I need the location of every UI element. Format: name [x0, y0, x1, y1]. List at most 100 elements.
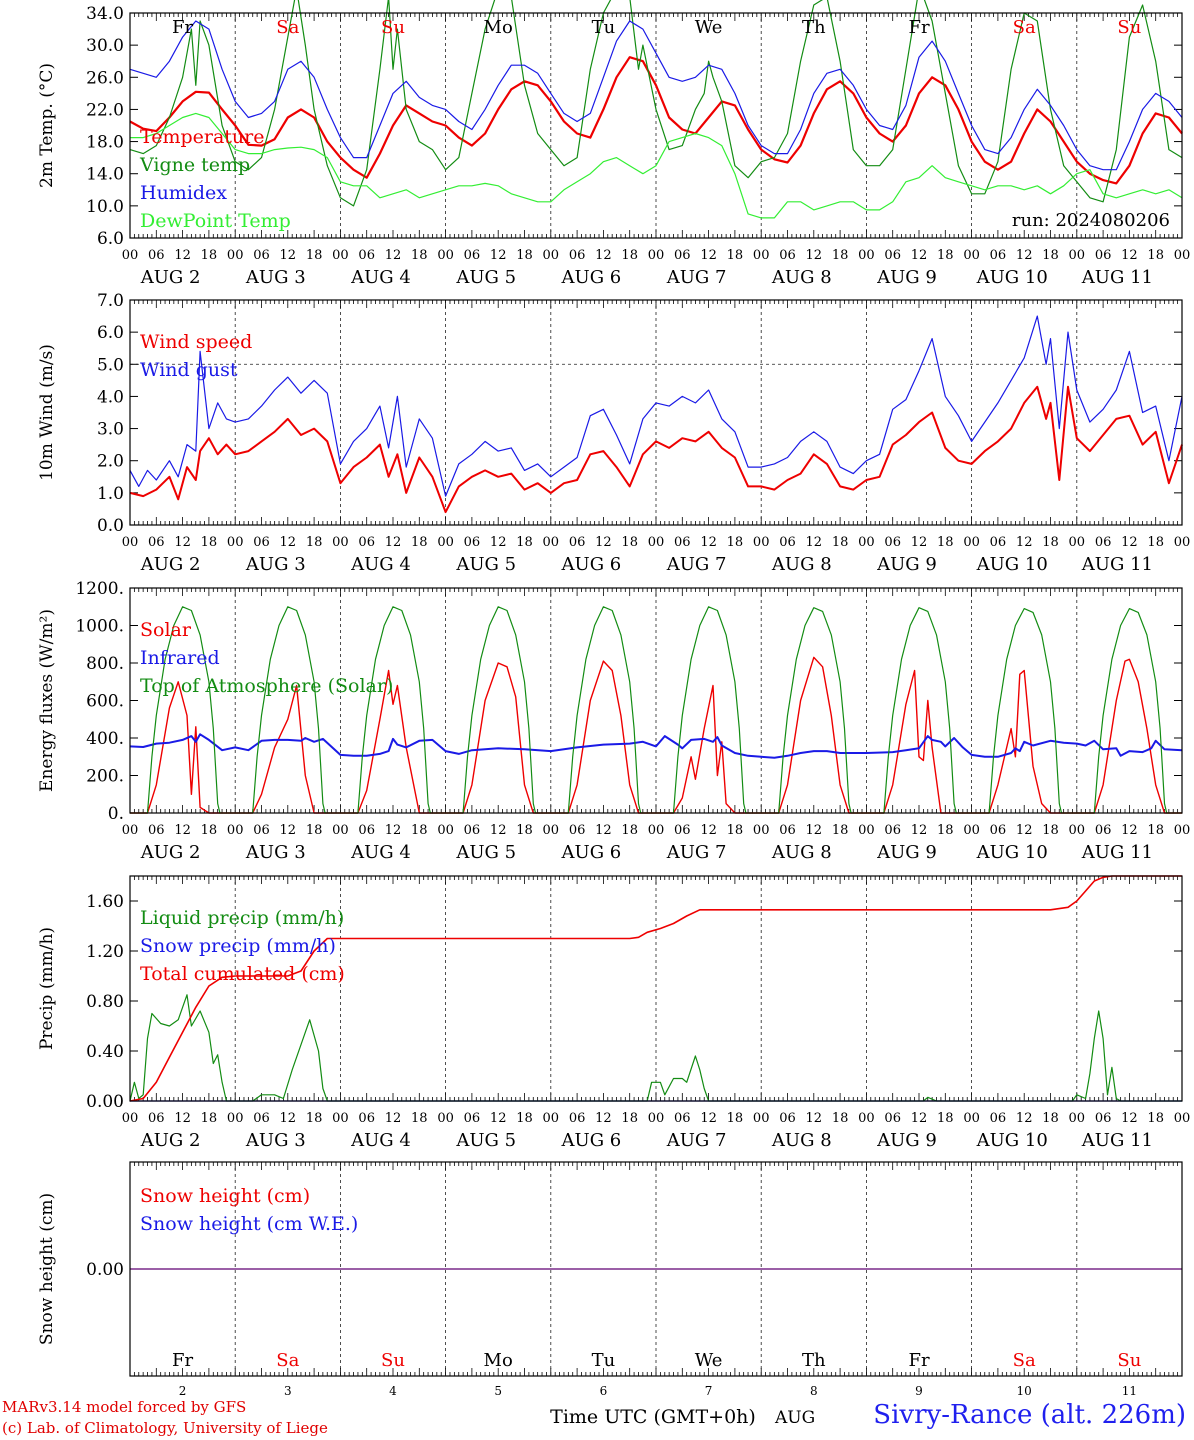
y-tick-label: 4.0	[97, 387, 124, 407]
date-label: AUG 6	[561, 842, 622, 863]
hour-tick-label: 18	[411, 823, 428, 838]
model-credit: MARv3.14 model forced by GFS	[2, 1398, 247, 1416]
hour-tick-label: 00	[543, 823, 560, 838]
hour-tick-label: 12	[911, 823, 928, 838]
date-label: AUG 9	[876, 267, 937, 288]
hour-tick-label: 06	[884, 248, 901, 263]
hour-tick-label: 06	[990, 1111, 1007, 1126]
hour-tick-label: 18	[832, 535, 849, 550]
hour-tick-label: 06	[779, 535, 796, 550]
hour-tick-label: 00	[1069, 248, 1086, 263]
y-tick-label: 0.0	[97, 516, 124, 536]
hour-tick-label: 12	[700, 535, 717, 550]
date-label: AUG 11	[1081, 1130, 1153, 1151]
date-label: AUG 3	[245, 267, 306, 288]
hour-tick-label: 18	[306, 1111, 323, 1126]
hour-tick-label: 12	[911, 535, 928, 550]
hour-tick-label: 12	[174, 535, 191, 550]
hour-tick-label: 00	[753, 1111, 770, 1126]
day-number-label: 6	[600, 1384, 608, 1398]
date-label: AUG 8	[771, 1130, 832, 1151]
hour-tick-label: 06	[1095, 823, 1112, 838]
hour-tick-label: 06	[569, 823, 586, 838]
hour-tick-label: 12	[911, 1111, 928, 1126]
y-tick-label: 1.0	[97, 484, 124, 504]
series-dewpoint-temp	[130, 112, 1183, 219]
hour-tick-label: 12	[1121, 248, 1138, 263]
hour-tick-label: 18	[306, 535, 323, 550]
hour-tick-label: 00	[1069, 535, 1086, 550]
legend-entry: Wind gust	[140, 359, 238, 381]
hour-tick-label: 18	[1042, 823, 1059, 838]
plot-frame	[129, 875, 1183, 1102]
hour-tick-label: 00	[437, 1111, 454, 1126]
legend-entry: Snow height (cm)	[140, 1185, 310, 1207]
panel-precip	[129, 875, 1183, 1102]
hour-tick-label: 06	[148, 823, 165, 838]
hour-tick-label: 12	[806, 1111, 823, 1126]
lab-credit: (c) Lab. of Climatology, University of L…	[2, 1419, 328, 1437]
hour-tick-label: 18	[832, 1111, 849, 1126]
hour-tick-label: 06	[464, 535, 481, 550]
hour-tick-label: 00	[332, 535, 349, 550]
legend-entry: Infrared	[140, 647, 220, 669]
hour-tick-label: 12	[174, 823, 191, 838]
date-label: AUG 7	[666, 842, 727, 863]
y-axis-label: 2m Temp. (°C)	[37, 63, 57, 188]
y-tick-label: 800.	[86, 654, 124, 674]
y-tick-label: 10.0	[86, 197, 124, 217]
legend-entry: Snow height (cm W.E.)	[140, 1213, 358, 1235]
weekday-label: Fr	[172, 1350, 193, 1371]
date-label: AUG 10	[976, 267, 1048, 288]
day-number-label: 4	[389, 1384, 397, 1398]
hour-tick-label: 06	[779, 1111, 796, 1126]
hour-tick-label: 00	[648, 1111, 665, 1126]
hour-tick-label: 06	[358, 248, 375, 263]
hour-tick-label: 06	[569, 1111, 586, 1126]
hour-tick-label: 12	[174, 1111, 191, 1126]
hour-tick-label: 12	[806, 823, 823, 838]
panel-temperature	[129, 0, 1183, 239]
hour-tick-label: 06	[464, 248, 481, 263]
date-label: AUG 3	[245, 554, 306, 575]
series-solar	[130, 656, 1182, 814]
day-number-label: 5	[494, 1384, 502, 1398]
hour-tick-label: 12	[280, 1111, 297, 1126]
hour-tick-label: 00	[543, 535, 560, 550]
y-tick-label: 1.20	[86, 942, 124, 962]
hour-tick-label: 18	[621, 248, 638, 263]
y-tick-label: 26.0	[86, 68, 124, 88]
date-label: AUG 5	[455, 554, 516, 575]
hour-tick-label: 18	[937, 248, 954, 263]
date-label: AUG 7	[666, 1130, 727, 1151]
hour-tick-label: 06	[990, 535, 1007, 550]
hour-tick-label: 12	[1121, 823, 1138, 838]
y-tick-label: 1.60	[86, 892, 124, 912]
series-wind-gust	[129, 315, 1183, 497]
hour-tick-label: 18	[1147, 1111, 1164, 1126]
day-number-label: 10	[1017, 1384, 1032, 1398]
y-tick-label: 0.40	[86, 1042, 124, 1062]
date-label: AUG 10	[976, 554, 1048, 575]
hour-tick-label: 00	[227, 823, 244, 838]
hour-tick-label: 06	[674, 248, 691, 263]
hour-tick-label: 00	[648, 535, 665, 550]
hour-tick-label: 06	[674, 823, 691, 838]
hour-tick-label: 18	[1147, 248, 1164, 263]
hour-tick-label: 00	[753, 823, 770, 838]
date-label: AUG 10	[976, 842, 1048, 863]
hour-tick-label: 00	[648, 823, 665, 838]
hour-tick-label: 00	[543, 248, 560, 263]
date-label: AUG 4	[350, 1130, 411, 1151]
hour-tick-label: 00	[753, 535, 770, 550]
hour-tick-label: 18	[516, 823, 533, 838]
hour-tick-label: 06	[884, 535, 901, 550]
hour-tick-label: 12	[385, 823, 402, 838]
legend-entry: DewPoint Temp	[140, 210, 291, 232]
hour-tick-label: 18	[306, 823, 323, 838]
day-number-label: 9	[915, 1384, 923, 1398]
hour-tick-label: 12	[490, 1111, 507, 1126]
weekday-label: Fr	[172, 17, 193, 38]
weekday-label: Sa	[1013, 17, 1036, 38]
hour-tick-label: 06	[253, 1111, 270, 1126]
